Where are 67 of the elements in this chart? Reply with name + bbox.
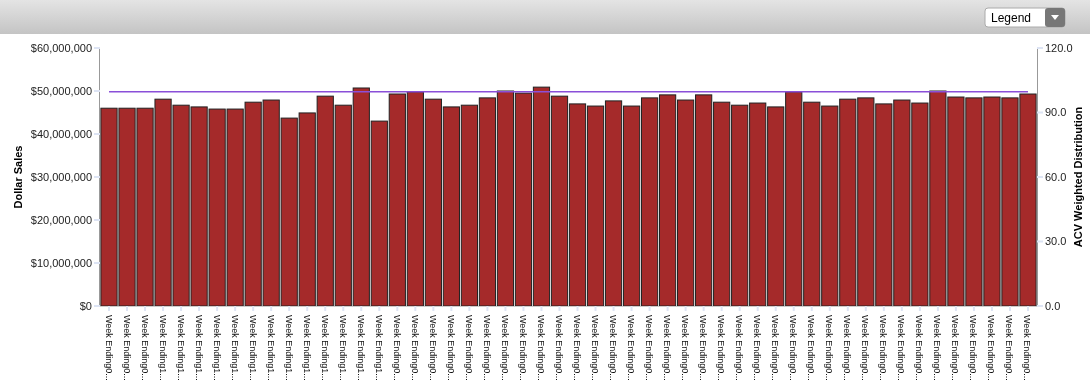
x-tick-label: Week Ending0... [553, 315, 564, 381]
y2-tick-label: 60.0 [1045, 170, 1067, 183]
x-tick-label: Week Ending0... [535, 315, 546, 381]
x-tick-label: Week Ending0... [734, 315, 745, 381]
y2-tick-label: 0.0 [1045, 299, 1061, 312]
x-tick-label: Week Ending0... [932, 315, 943, 381]
x-tick-label: Week Ending1... [355, 315, 366, 381]
y2-tick-label: 90.0 [1045, 106, 1067, 119]
x-tick-label: Week Ending0... [608, 315, 619, 381]
x-tick-label: Week Ending0... [680, 315, 691, 381]
x-tick-label: Week Ending0... [445, 315, 456, 381]
x-tick-label: Week Ending0... [463, 315, 474, 381]
x-tick-label: Week Ending0... [770, 315, 781, 381]
y-tick-label: $50,000,000 [30, 84, 92, 97]
x-tick-label: Week Ending0... [860, 315, 871, 381]
x-tick-label: Week Ending0... [752, 315, 763, 381]
y-tick-label: $10,000,000 [30, 256, 92, 269]
x-tick-label: Week Ending0... [824, 315, 835, 381]
x-tick-label: Week Ending0... [914, 315, 925, 381]
y-tick-label: $0 [79, 299, 92, 312]
x-tick-label: Week Ending1... [211, 315, 222, 381]
x-tick-label: Week Ending1... [283, 315, 294, 381]
x-tick-label: Week Ending0... [662, 315, 673, 381]
x-tick-label: Week Ending0... [986, 315, 997, 381]
x-tick-label: Week Ending0... [968, 315, 979, 381]
y-axis-title: Dollar Sales [12, 145, 24, 209]
x-tick-label: Week Ending0... [517, 315, 528, 381]
x-tick-label: Week Ending0... [788, 315, 799, 381]
x-tick-label: Week Ending1... [301, 315, 312, 381]
x-tick-label: Week Ending0... [644, 315, 655, 381]
x-tick-label: Week Ending0... [103, 315, 114, 381]
x-tick-label: Week Ending0... [427, 315, 438, 381]
x-tick-label: Week Ending0... [590, 315, 601, 381]
y2-axis-title: ACV Weighted Distribution [1072, 106, 1084, 248]
x-tick-label: Week Ending0... [391, 315, 402, 381]
x-tick-label: Week Ending1... [247, 315, 258, 381]
x-tick-label: Week Ending1... [157, 315, 168, 381]
x-tick-label: Week Ending0... [139, 315, 150, 381]
y2-tick-label: 120.0 [1045, 41, 1073, 54]
x-tick-label: Week Ending1... [229, 315, 240, 381]
x-tick-label: Week Ending1... [175, 315, 186, 381]
x-tick-label: Week Ending0... [121, 315, 132, 381]
x-tick-label: Week Ending0... [1004, 315, 1015, 381]
x-tick-label: Week Ending0... [481, 315, 492, 381]
x-tick-label: Week Ending0... [1022, 315, 1033, 381]
x-tick-label: Week Ending1... [373, 315, 384, 381]
x-tick-label: Week Ending0... [572, 315, 583, 381]
dropdown-button: Legend [984, 7, 1066, 28]
x-tick-label: Week Ending0... [806, 315, 817, 381]
y-tick-label: $60,000,000 [30, 41, 92, 54]
x-tick-label: Week Ending0... [950, 315, 961, 381]
x-tick-label: Week Ending0... [716, 315, 727, 381]
x-tick-label: Week Ending0... [878, 315, 889, 381]
x-tick-label: Week Ending1... [337, 315, 348, 381]
x-tick-label: Week Ending0... [842, 315, 853, 381]
x-tick-label: Week Ending1... [193, 315, 204, 381]
y2-tick-label: 30.0 [1045, 235, 1067, 248]
x-tick-label: Week Ending0... [499, 315, 510, 381]
y-tick-label: $20,000,000 [30, 213, 92, 226]
x-tick-label: Week Ending1... [319, 315, 330, 381]
x-tick-label: Week Ending0... [409, 315, 420, 381]
x-tick-label: Week Ending0... [698, 315, 709, 381]
y-tick-label: $30,000,000 [30, 170, 92, 183]
x-tick-label: Week Ending0... [626, 315, 637, 381]
x-tick-label: Week Ending1... [265, 315, 276, 381]
y-tick-label: $40,000,000 [30, 127, 92, 140]
x-tick-label: Week Ending0... [896, 315, 907, 381]
